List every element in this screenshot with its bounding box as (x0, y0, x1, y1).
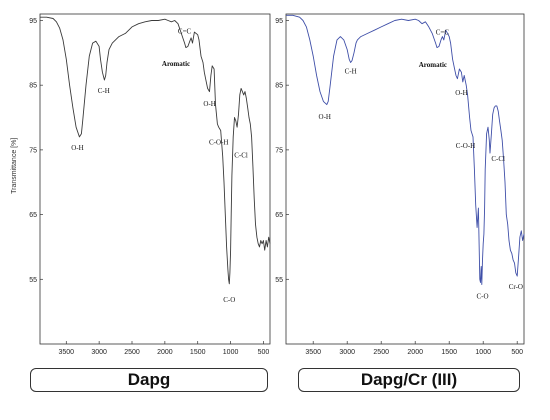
peak-annotation: C-Cl (491, 155, 505, 163)
x-tick-label: 3500 (305, 349, 321, 356)
peak-annotation: C=C (178, 27, 192, 35)
x-tick-label: 500 (258, 349, 270, 356)
x-tick-label: 1500 (190, 349, 206, 356)
peak-annotation: C-O-H (209, 139, 228, 147)
x-tick-label: 2000 (407, 349, 423, 356)
y-tick-label: 55 (29, 277, 37, 284)
y-tick-label: 65 (275, 212, 283, 219)
peak-annotation: Cr-O (509, 283, 523, 291)
peak-annotation: O-H (455, 89, 467, 97)
x-tick-label: 500 (511, 349, 523, 356)
spectrum-line-dapg (40, 16, 271, 285)
y-tick-label: 85 (275, 83, 283, 90)
plot-frame (285, 13, 525, 345)
y-tick-label: 95 (275, 18, 283, 25)
caption-dapg: Dapg (30, 368, 268, 392)
y-tick-label: 65 (29, 212, 37, 219)
peak-annotation: C-Cl (234, 152, 248, 160)
y-tick-label: 75 (29, 147, 37, 154)
peak-annotation: C-O (476, 293, 488, 301)
peak-annotation: C-O-H (456, 142, 475, 150)
peak-annotation: C-H (345, 68, 357, 76)
y-tick-label: 75 (275, 147, 283, 154)
plot-frame (39, 13, 271, 345)
x-tick-label: 1500 (441, 349, 457, 356)
chart-panel-dapg-cr: 55 65 75 85 95 3500 3000 2500 2000 1500 1000 500 O-H… (275, 13, 525, 356)
peak-annotation: C-O (223, 296, 235, 304)
chart-panel-dapg: 55 65 75 85 95 3500 3000 2500 2000 1500 1000 500 Tra… (11, 13, 271, 356)
peak-annotation: Aromatic (419, 61, 447, 69)
caption-dapg-cr: Dapg/Cr (III) (298, 368, 520, 392)
x-tick-label: 2500 (124, 349, 140, 356)
x-tick-label: 3000 (339, 349, 355, 356)
peak-annotation: C=C (436, 29, 450, 37)
x-tick-label: 2500 (373, 349, 389, 356)
y-tick-label: 85 (29, 83, 37, 90)
x-tick-label: 1000 (475, 349, 491, 356)
y-axis-label: Transmittance [%] (11, 138, 18, 194)
y-tick-label: 95 (29, 18, 37, 25)
peak-annotation: Aromatic (162, 60, 190, 68)
y-tick-label: 55 (275, 277, 283, 284)
peak-annotation: C-H (98, 87, 110, 95)
x-tick-label: 2000 (157, 349, 173, 356)
peak-annotation: O-H (71, 144, 83, 152)
x-tick-label: 3000 (91, 349, 107, 356)
peak-annotation: O-H (203, 100, 215, 108)
x-tick-label: 3500 (58, 349, 74, 356)
x-tick-label: 1000 (223, 349, 239, 356)
spectrum-line-dapg-cr (286, 14, 525, 285)
peak-annotation: O-H (319, 113, 331, 121)
